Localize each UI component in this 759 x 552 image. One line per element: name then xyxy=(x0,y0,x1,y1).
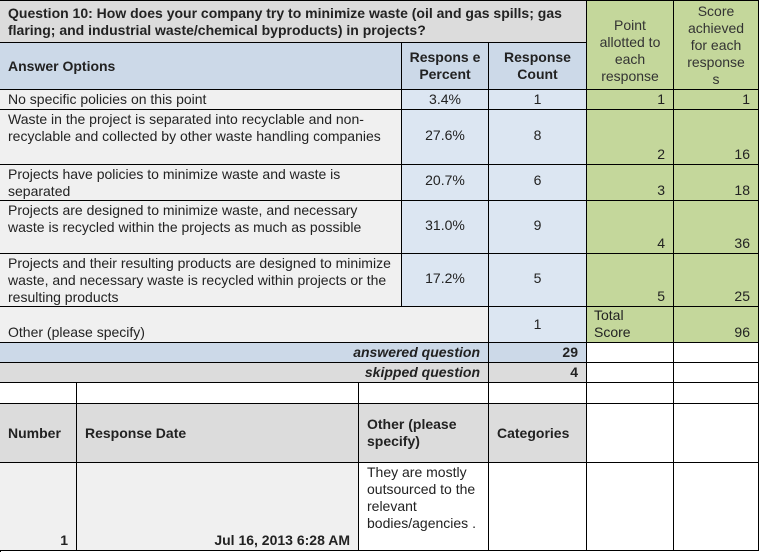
point-allotted: 5 xyxy=(587,254,674,307)
response-count: 6 xyxy=(489,165,587,201)
response-percent: 3.4% xyxy=(402,90,489,110)
empty-cell xyxy=(0,383,77,404)
header-answer-options: Answer Options xyxy=(0,43,402,90)
header-response-count: Response Count xyxy=(489,43,587,90)
empty-cell xyxy=(674,383,759,404)
score-achieved: 1 xyxy=(674,90,759,110)
empty-cell xyxy=(587,343,674,363)
empty-cell xyxy=(674,463,759,551)
response-percent: 20.7% xyxy=(402,165,489,201)
header-response-date: Response Date xyxy=(77,404,359,463)
response-other-text: They are mostly outsourced to the releva… xyxy=(359,463,489,551)
header-response-percent: Respons e Percent xyxy=(402,43,489,90)
answer-option-row: Projects and their resulting products ar… xyxy=(0,254,402,307)
skipped-question-value: 4 xyxy=(489,363,587,383)
empty-cell xyxy=(587,463,674,551)
empty-cell xyxy=(77,383,359,404)
total-score-value: 96 xyxy=(674,307,759,343)
response-percent: 17.2% xyxy=(402,254,489,307)
score-achieved: 18 xyxy=(674,165,759,201)
answer-option-row: Projects are designed to minimize waste,… xyxy=(0,201,402,254)
other-response-count: 1 xyxy=(489,307,587,343)
answer-option-other: Other (please specify) xyxy=(0,307,489,343)
point-allotted: 1 xyxy=(587,90,674,110)
skipped-question-label: skipped question xyxy=(0,363,489,383)
empty-cell xyxy=(359,383,489,404)
empty-cell xyxy=(674,404,759,463)
response-count: 1 xyxy=(489,90,587,110)
answer-option-row: No specific policies on this point xyxy=(0,90,402,110)
empty-cell xyxy=(587,363,674,383)
empty-cell xyxy=(587,404,674,463)
score-achieved: 25 xyxy=(674,254,759,307)
header-point-allotted: Point allotted to each response xyxy=(587,1,674,90)
response-percent: 31.0% xyxy=(402,201,489,254)
header-score-achieved: Score achieved for each response s xyxy=(674,1,759,90)
empty-cell xyxy=(587,383,674,404)
empty-cell xyxy=(489,383,587,404)
question-title: Question 10: How does your company try t… xyxy=(0,1,587,43)
response-date: Jul 16, 2013 6:28 AM xyxy=(77,463,359,551)
response-percent: 27.6% xyxy=(402,110,489,165)
response-count: 9 xyxy=(489,201,587,254)
score-achieved: 36 xyxy=(674,201,759,254)
answered-question-value: 29 xyxy=(489,343,587,363)
response-count: 8 xyxy=(489,110,587,165)
total-score-label: Total Score xyxy=(587,307,674,343)
answer-option-row: Waste in the project is separated into r… xyxy=(0,110,402,165)
point-allotted: 4 xyxy=(587,201,674,254)
header-number: Number xyxy=(0,404,77,463)
answer-option-row: Projects have policies to minimize waste… xyxy=(0,165,402,201)
header-categories: Categories xyxy=(489,404,587,463)
answered-question-label: answered question xyxy=(0,343,489,363)
header-other-specify: Other (please specify) xyxy=(359,404,489,463)
empty-cell xyxy=(674,343,759,363)
response-count: 5 xyxy=(489,254,587,307)
score-achieved: 16 xyxy=(674,110,759,165)
empty-cell xyxy=(674,363,759,383)
point-allotted: 2 xyxy=(587,110,674,165)
response-categories xyxy=(489,463,587,551)
point-allotted: 3 xyxy=(587,165,674,201)
response-number: 1 xyxy=(0,463,77,551)
